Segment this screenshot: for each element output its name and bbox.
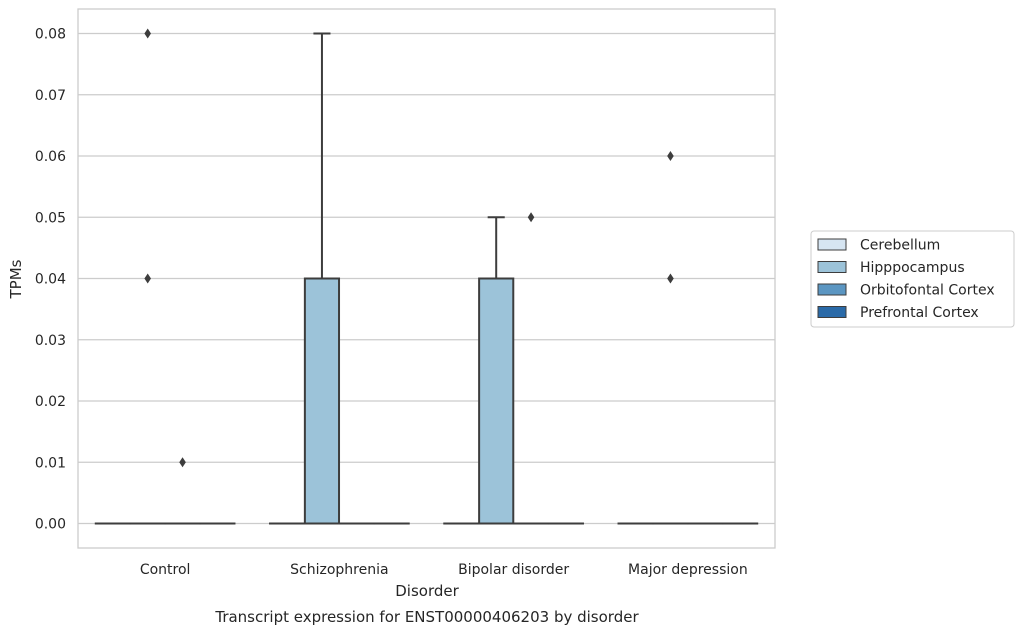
y-tick-label: 0.06 bbox=[35, 149, 66, 165]
x-tick-label: Schizophrenia bbox=[290, 562, 388, 578]
x-axis-label: Disorder bbox=[395, 582, 459, 600]
y-tick-label: 0.08 bbox=[35, 27, 66, 43]
legend: Cerebellum Hipppocampus Orbitofontal Corte… bbox=[810, 230, 1015, 328]
legend-item: Orbitofontal Cortex bbox=[817, 283, 995, 299]
box-orbitofontal-cortex bbox=[164, 457, 201, 525]
legend-label: Orbitofontal Cortex bbox=[860, 283, 995, 299]
box-hipppocampus bbox=[478, 216, 515, 525]
y-tick-label: 0.01 bbox=[35, 455, 66, 471]
y-tick-label: 0.05 bbox=[35, 210, 66, 226]
legend-swatch bbox=[817, 238, 847, 251]
outlier-point bbox=[144, 28, 151, 39]
outlier-point bbox=[667, 273, 674, 284]
y-axis-label: TPMs bbox=[7, 259, 25, 299]
legend-label: Hipppocampus bbox=[860, 260, 965, 276]
outlier-point bbox=[144, 273, 151, 284]
box-hipppocampus bbox=[652, 151, 689, 525]
legend-frame bbox=[810, 230, 1015, 328]
outlier-point bbox=[667, 151, 674, 161]
legend-swatch bbox=[817, 283, 847, 296]
legend-label: Cerebellum bbox=[860, 238, 940, 254]
box bbox=[478, 277, 515, 525]
y-tick-label: 0.02 bbox=[35, 394, 66, 410]
x-tick-label: Major depression bbox=[628, 562, 748, 578]
legend-item: Prefrontal Cortex bbox=[817, 305, 979, 321]
legend-swatch bbox=[817, 306, 847, 318]
box-hipppocampus bbox=[303, 32, 341, 525]
box-plots bbox=[94, 28, 759, 525]
y-tick-label: 0.03 bbox=[35, 333, 66, 349]
outlier-point bbox=[179, 457, 186, 468]
x-tick-labels: Control Schizophrenia Bipolar disorder Majo… bbox=[140, 562, 748, 578]
y-tick-label: 0.04 bbox=[35, 272, 66, 288]
legend-item: Cerebellum bbox=[817, 238, 940, 254]
y-tick-labels: 0.00 0.01 0.02 0.03 0.04 0.05 0.06 0.07 0.08 bbox=[35, 27, 66, 533]
outlier-point bbox=[527, 212, 535, 223]
x-tick-label: Bipolar disorder bbox=[458, 562, 569, 578]
x-tick-label: Control bbox=[140, 562, 191, 578]
legend-label: Prefrontal Cortex bbox=[860, 305, 979, 321]
y-tick-label: 0.07 bbox=[35, 88, 66, 104]
chart-title: Transcript expression for ENST0000040620… bbox=[214, 608, 639, 626]
box-orbitofontal-cortex bbox=[512, 212, 550, 525]
grid-lines bbox=[78, 32, 775, 525]
legend-item: Hipppocampus bbox=[817, 260, 965, 276]
legend-swatch bbox=[817, 261, 847, 273]
plot-frame bbox=[77, 8, 776, 549]
box bbox=[303, 277, 341, 525]
box-hipppocampus bbox=[129, 28, 166, 525]
y-tick-label: 0.00 bbox=[35, 517, 66, 533]
